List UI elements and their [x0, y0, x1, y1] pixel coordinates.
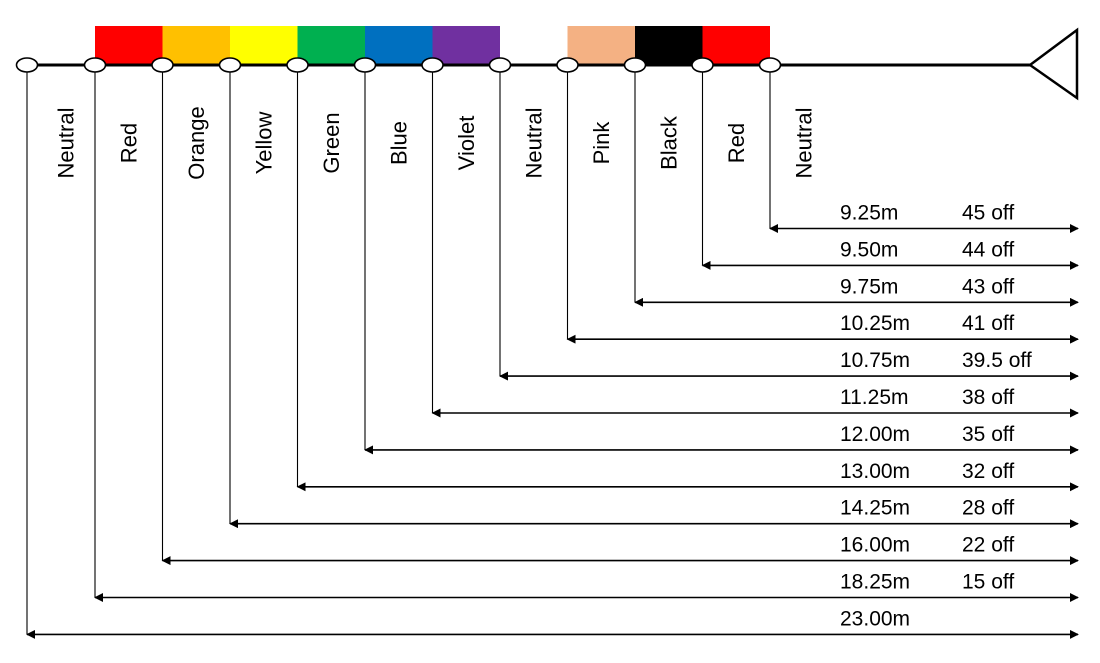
color-band-green [297, 26, 365, 65]
distance-label: 12.00m [840, 423, 910, 446]
zone-label-neutral: Neutral [791, 108, 816, 179]
distance-label: 9.75m [840, 275, 898, 298]
marker-dot [151, 57, 174, 73]
zone-label-blue: Blue [386, 121, 411, 165]
zone-labels: Neutral Red Orange Yellow Green Blue Violet Neu… [54, 106, 817, 179]
marker-dot [353, 57, 377, 73]
zone-label-red: Red [116, 123, 141, 163]
distance-label: 10.75m [840, 349, 910, 372]
marker-dot [488, 57, 512, 73]
off-label: 32 off [962, 460, 1014, 483]
end-triangle-icon [1027, 27, 1079, 101]
marker-dot [691, 57, 714, 73]
marker-dot [623, 57, 647, 73]
color-band-violet [432, 26, 500, 65]
marker-dot [421, 57, 444, 73]
distance-label: 18.25m [840, 571, 910, 594]
zone-label-violet: Violet [454, 116, 479, 171]
color-band-orange [162, 26, 230, 65]
color-band-blue [365, 26, 433, 65]
marker-dot [218, 57, 242, 73]
off-label: 15 off [962, 571, 1014, 594]
zone-label-orange: Orange [184, 106, 209, 179]
off-label: 45 off [962, 202, 1014, 225]
marker-dot [15, 57, 39, 73]
distance-arrows [26, 224, 1079, 639]
color-bands [95, 26, 770, 65]
color-band-pink [567, 26, 635, 65]
marker-dot [83, 57, 107, 73]
color-band-yellow [230, 26, 298, 65]
color-band-red [702, 26, 770, 65]
off-label: 43 off [962, 275, 1014, 298]
drop-lines [26, 65, 771, 635]
off-label: 39.5 off [962, 349, 1032, 372]
marker-dot [758, 57, 782, 73]
marker-dot [556, 57, 579, 73]
distance-label: 9.25m [840, 202, 898, 225]
color-band-black [635, 26, 703, 65]
off-label: 28 off [962, 497, 1014, 520]
off-label: 38 off [962, 386, 1014, 409]
zone-label-pink: Pink [589, 121, 614, 165]
off-label: 41 off [962, 312, 1014, 335]
distance-label: 16.00m [840, 534, 910, 557]
zone-label-red: Red [724, 123, 749, 163]
off-label: 22 off [962, 534, 1014, 557]
color-band-red [95, 26, 163, 65]
distance-label: 9.50m [840, 238, 898, 261]
zone-label-neutral: Neutral [54, 108, 79, 179]
distance-label: 13.00m [840, 460, 910, 483]
off-label: 35 off [962, 423, 1014, 446]
markers [15, 57, 782, 73]
zone-label-yellow: Yellow [251, 111, 276, 174]
distance-label: 11.25m [840, 386, 909, 409]
zone-label-neutral: Neutral [521, 108, 546, 179]
marker-dot [286, 57, 309, 73]
off-label: 44 off [962, 238, 1014, 261]
zone-label-black: Black [656, 115, 681, 170]
measurement-labels: 9.25m 45 off 9.50m 44 off 9.75m 43 off 10.25m 4… [840, 202, 1032, 631]
distance-label: 10.25m [840, 312, 910, 335]
zone-label-green: Green [319, 112, 344, 173]
distance-label: 14.25m [840, 497, 910, 520]
distance-label: 23.00m [840, 607, 910, 630]
